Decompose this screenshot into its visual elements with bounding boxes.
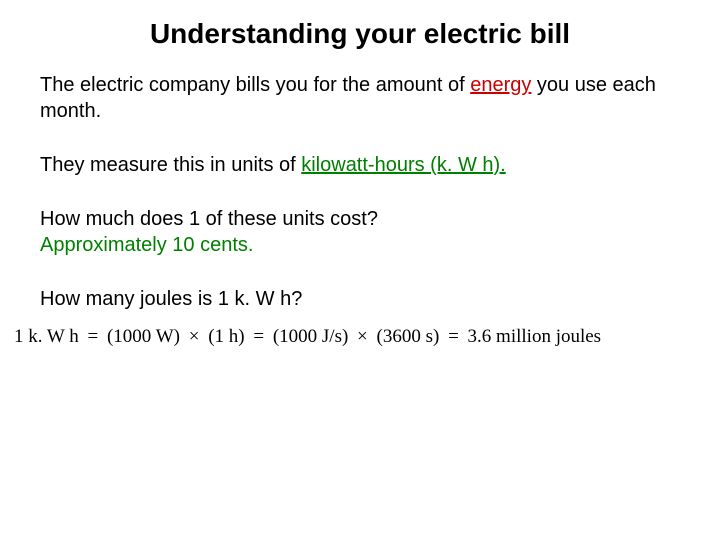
p3-answer: Approximately 10 cents.: [40, 232, 680, 258]
p1-text-a: The electric company bills you for the a…: [40, 74, 470, 96]
p2-kwh: kilowatt-hours (k. W h).: [301, 154, 505, 176]
paragraph-1: The electric company bills you for the a…: [40, 72, 680, 124]
paragraph-3: How much does 1 of these units cost? App…: [40, 206, 680, 258]
eq-equals-1: =: [84, 326, 103, 347]
p1-energy: energy: [470, 74, 531, 96]
eq-lhs: 1 k. W h: [14, 326, 79, 347]
eq-term-1: (1000 W): [107, 326, 180, 347]
eq-equals-3: =: [444, 326, 463, 347]
eq-times-1: ×: [185, 326, 204, 347]
eq-term-3: (1000 J/s): [273, 326, 348, 347]
paragraph-4: How many joules is 1 k. W h?: [40, 286, 680, 312]
slide-title: Understanding your electric bill: [40, 18, 680, 50]
p3-question: How much does 1 of these units cost?: [40, 206, 680, 232]
eq-rhs: 3.6 million joules: [468, 326, 602, 347]
eq-term-2: (1 h): [208, 326, 244, 347]
eq-times-2: ×: [353, 326, 372, 347]
eq-equals-2: =: [249, 326, 268, 347]
p2-text-a: They measure this in units of: [40, 154, 301, 176]
eq-term-4: (3600 s): [377, 326, 440, 347]
paragraph-2: They measure this in units of kilowatt-h…: [40, 152, 680, 178]
equation: 1 k. W h = (1000 W) × (1 h) = (1000 J/s)…: [14, 326, 680, 348]
